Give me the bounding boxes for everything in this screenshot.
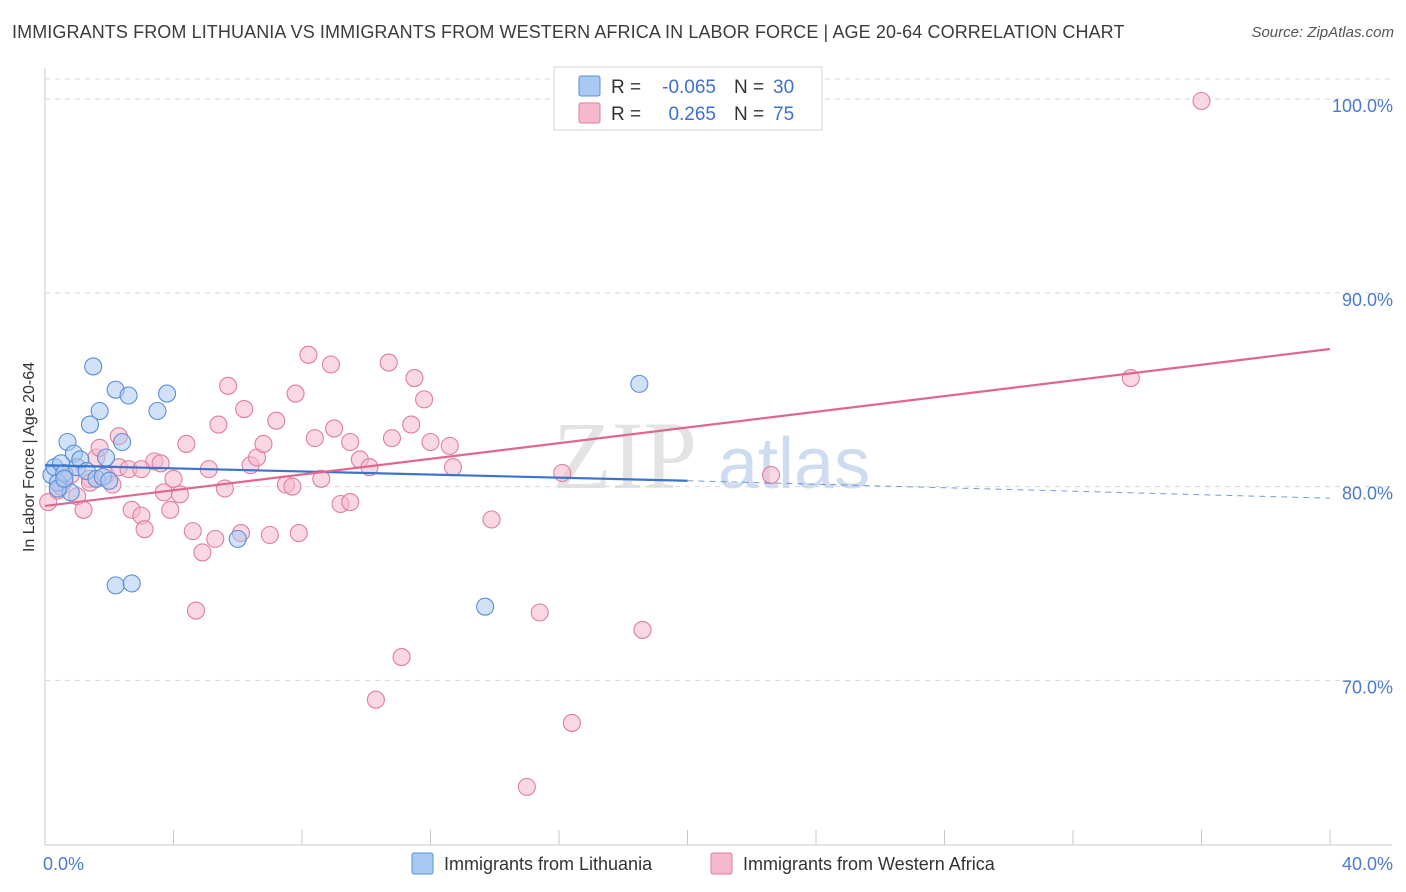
y-tick-labels: 70.0% 80.0% 90.0% 100.0% (1332, 96, 1393, 697)
wafrica-point-45 (312, 469, 331, 488)
legend-r-label-lithuania: R = (611, 77, 641, 98)
wafrica-point-57 (402, 415, 421, 434)
wafrica-point-28 (206, 529, 225, 548)
axes (44, 68, 1392, 846)
wafrica-point-31 (219, 376, 238, 395)
y-tick-label-80: 80.0% (1342, 484, 1393, 504)
source-label: Source: ZipAtlas.com (1251, 24, 1394, 41)
lithuania-point-21 (148, 401, 167, 421)
gridlines (45, 78, 1392, 681)
legend-r-value-lithuania: -0.065 (662, 77, 716, 98)
bottom-legend-label-lithuania: Immigrants from Lithuania (444, 854, 653, 874)
wafrica-point-69 (761, 465, 781, 484)
lithuania-point-24 (106, 576, 125, 595)
legend-r-value-wafrica: 0.265 (668, 104, 716, 125)
lithuania-point-12 (84, 357, 103, 376)
lithuania-point-11 (80, 415, 100, 434)
wafrica-point-61 (440, 436, 459, 455)
wafrica-point-67 (562, 713, 581, 732)
bottom-legend-label-wafrica: Immigrants from Western Africa (743, 854, 996, 874)
x-tick-label-max: 40.0% (1342, 854, 1393, 874)
wafrica-point-58 (405, 369, 424, 388)
wafrica-point-42 (289, 524, 308, 543)
wafrica-point-47 (325, 419, 344, 438)
trend-lines (44, 347, 1331, 508)
wafrica-point-38 (267, 411, 286, 430)
lithuania-point-20 (119, 386, 138, 405)
bottom-legend-swatch-lithuania (411, 852, 434, 875)
wafrica-point-36 (254, 434, 273, 453)
wafrica-point-54 (379, 353, 398, 372)
watermark-zip: ZIP (553, 402, 697, 509)
wafrica-point-40 (283, 477, 302, 496)
bottom-legend: Immigrants from Lithuania Immigrants fro… (411, 852, 996, 875)
wafrica-point-71 (1192, 91, 1211, 111)
wafrica-point-50 (341, 493, 360, 512)
wafrica-point-55 (382, 429, 402, 448)
wafrica-point-41 (286, 384, 305, 403)
lithuania-point-22 (158, 384, 177, 403)
wafrica-point-0 (39, 493, 58, 512)
legend-r-label-wafrica: R = (611, 104, 641, 125)
wafrica-point-26 (193, 543, 212, 562)
wafrica-point-64 (517, 777, 536, 796)
chart-title: IMMIGRANTS FROM LITHUANIA VS IMMIGRANTS … (12, 22, 1125, 42)
watermark-atlas: atlas (718, 424, 870, 504)
lithuania-point-14 (90, 401, 109, 421)
bottom-legend-swatch-wafrica (710, 852, 733, 875)
y-tick-label-100: 100.0% (1332, 96, 1393, 116)
lithuania-point-17 (100, 471, 119, 490)
wafrica-point-43 (299, 345, 318, 364)
stats-legend: R = -0.065 N = 30 R = 0.265 N = 75 (553, 66, 823, 131)
wafrica-point-49 (341, 432, 360, 452)
trend-line-lithuania-extension (687, 480, 1331, 499)
wafrica-point-62 (443, 458, 463, 477)
wafrica-point-65 (530, 603, 549, 622)
wafrica-point-25 (186, 601, 206, 620)
wafrica-point-29 (209, 415, 228, 434)
wafrica-point-44 (305, 429, 324, 448)
lithuania-point-27 (630, 374, 649, 393)
x-tick-label-min: 0.0% (43, 854, 84, 874)
trend-line-wafrica (44, 347, 1331, 508)
legend-swatch-wafrica (578, 102, 601, 124)
series-lithuania (42, 357, 649, 616)
legend-n-label-lithuania: N = (734, 77, 764, 98)
wafrica-point-68 (633, 620, 652, 639)
legend-swatch-lithuania (578, 75, 601, 97)
wafrica-point-5 (74, 500, 93, 519)
wafrica-point-21 (164, 469, 183, 488)
wafrica-point-37 (260, 525, 279, 545)
wafrica-point-53 (366, 690, 385, 709)
y-tick-label-90: 90.0% (1342, 290, 1393, 310)
lithuania-point-23 (228, 529, 247, 548)
legend-n-label-wafrica: N = (734, 104, 764, 125)
y-axis-label: In Labor Force | Age 20-64 (21, 362, 38, 552)
wafrica-point-20 (161, 500, 180, 519)
wafrica-point-46 (321, 355, 340, 374)
wafrica-point-63 (482, 510, 501, 529)
lithuania-point-26 (476, 597, 495, 616)
wafrica-point-33 (235, 400, 254, 419)
lithuania-point-25 (122, 574, 141, 593)
wafrica-point-56 (392, 648, 411, 667)
wafrica-point-16 (135, 520, 154, 539)
wafrica-point-24 (183, 522, 202, 541)
wafrica-point-23 (177, 434, 196, 453)
wafrica-point-60 (421, 432, 440, 452)
y-tick-label-70: 70.0% (1342, 677, 1393, 697)
wafrica-point-74 (132, 460, 151, 479)
legend-n-value-lithuania: 30 (773, 77, 794, 98)
lithuania-point-29 (55, 469, 74, 488)
trend-line-lithuania (44, 464, 688, 482)
lithuania-point-16 (96, 448, 116, 467)
wafrica-point-59 (415, 390, 434, 409)
lithuania-point-19 (113, 432, 132, 452)
legend-n-value-wafrica: 75 (773, 104, 794, 125)
